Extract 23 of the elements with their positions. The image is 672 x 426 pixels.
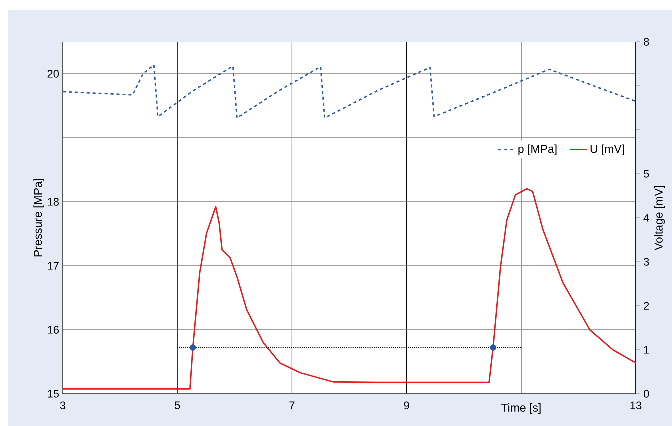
- y2-tick-label: 4: [644, 214, 650, 222]
- x-tick-label: 7: [290, 402, 295, 410]
- y-axis-title: Pressure [MPa]: [34, 179, 44, 257]
- y-tick-label: 15: [48, 390, 60, 398]
- x-tick-label: 13: [630, 402, 642, 410]
- legend-label: p [MPa]: [518, 144, 557, 156]
- y2-axis-title: Voltage [mV]: [654, 186, 666, 251]
- y-tick-label: 20: [48, 70, 60, 78]
- y-tick-label: 16: [48, 326, 59, 334]
- y2-tick-label: 2: [644, 302, 650, 310]
- y2-tick-label: 0: [644, 390, 650, 398]
- y2-tick-label: 5: [644, 170, 650, 178]
- y-tick-label: 17: [48, 262, 59, 270]
- line-series: [63, 64, 636, 119]
- y2-tick-label: 8: [644, 38, 650, 46]
- x-tick-label: 5: [174, 402, 180, 410]
- y2-tick-label: 1: [644, 346, 650, 354]
- x-tick-label: 3: [60, 402, 66, 410]
- legend-label: U [mV]: [590, 144, 624, 156]
- x-tick-label: 9: [404, 402, 410, 410]
- y2-tick-label: 3: [644, 258, 650, 266]
- y-tick-label: 18: [48, 198, 59, 206]
- x-axis-title: Time [s]: [501, 404, 541, 414]
